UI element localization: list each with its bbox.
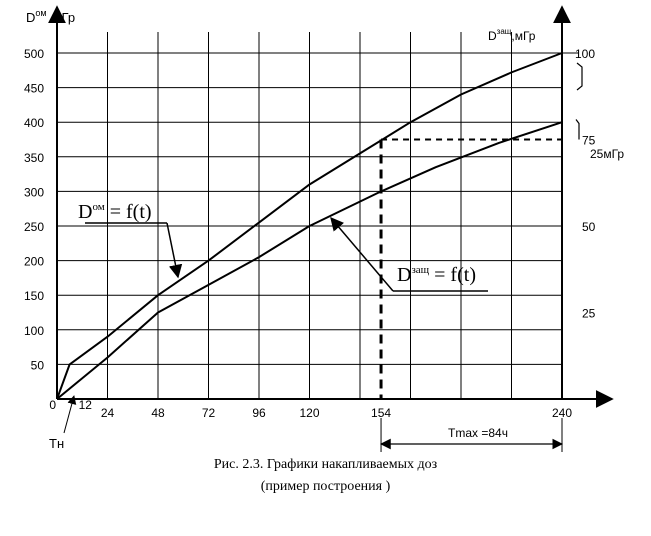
y2-tick-label: 25 [582,307,596,321]
x-tick-label: 240 [552,406,572,420]
tn-arrow [63,395,77,434]
series1-leader-arrow [166,222,183,279]
y-tick-label: 450 [24,82,44,96]
y-tick-label: 50 [31,358,45,372]
left-axis-title: Dом мГр [26,8,75,25]
y-tick-label: 150 [24,289,44,303]
y2-tick-label: 75 [582,134,596,148]
x-tick-label: 0 [49,398,56,412]
caption-line2: (пример построения ) [260,479,391,494]
series-line-2 [56,121,563,400]
series2-label: Dзащ = f(t) [397,264,476,286]
y2-tick-label: 100 [575,47,595,61]
tmax-label: Tmax =84ч [448,426,508,440]
y-tick-label: 300 [24,185,44,199]
series-group [56,52,563,400]
x-tick-label: 72 [202,406,216,420]
series-line-1 [56,52,563,400]
y-tick-label: 250 [24,220,44,234]
y-tick-label: 500 [24,47,44,61]
x-tick-label: 96 [252,406,266,420]
bracket-lower [575,119,580,140]
series2-leader-arrow [330,216,394,292]
y-tick-label: 200 [24,255,44,269]
y2-tick-label: 50 [582,220,596,234]
bracket-upper [576,62,583,91]
y-tick-label: 400 [24,116,44,130]
axes [48,5,614,408]
x-tick-label: 24 [101,406,115,420]
tn-label: Тн [49,436,64,451]
bracket-label: 25мГр [590,147,624,161]
annotations [63,52,583,452]
series1-label: Dом = f(t) [78,201,152,223]
x-tick-label: 48 [151,406,165,420]
x-tick-label: 154 [371,406,391,420]
caption-line1: Рис. 2.3. Графики накапливаемых доз [213,457,438,472]
x-tick-label: 12 [79,398,93,412]
y-tick-label: 100 [24,324,44,338]
x-tick-label: 120 [299,406,319,420]
y-tick-label: 350 [24,151,44,165]
right-axis-title: Dзащ,мГр [488,27,536,43]
